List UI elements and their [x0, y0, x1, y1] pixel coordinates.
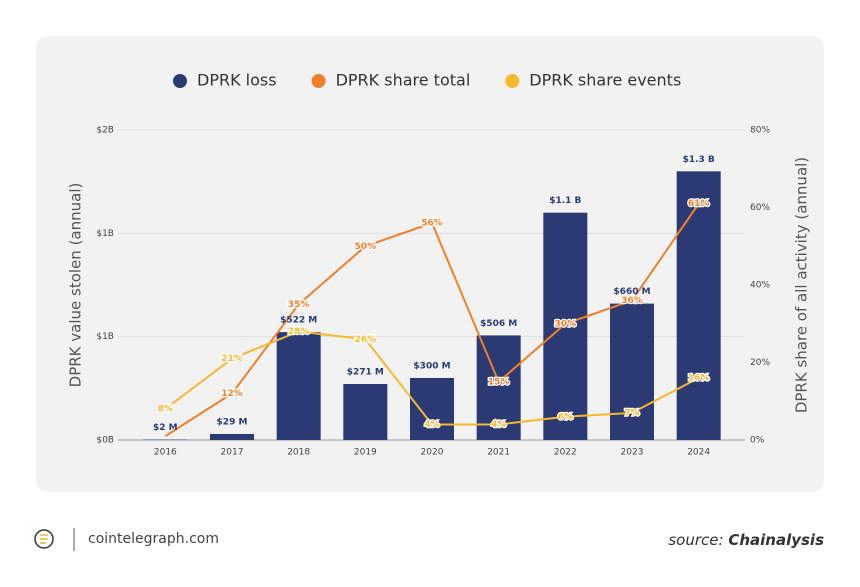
line-value-label: 26%: [355, 335, 377, 345]
source: source: Chainalysis: [668, 531, 824, 549]
bar-value-label: $2 M: [153, 423, 178, 433]
x-tick-label: 2023: [621, 448, 644, 458]
bar: [210, 434, 254, 440]
y-tick-label: $1B: [96, 229, 114, 239]
y2-axis-title: DPRK share of all activity (annual): [793, 157, 811, 413]
y2-tick-label: 80%: [750, 126, 770, 136]
y2-tick-label: 40%: [750, 281, 770, 291]
y-tick-label: $2B: [96, 126, 114, 136]
y-tick-label: $0B: [96, 436, 114, 446]
x-tick-label: 2021: [487, 448, 510, 458]
bar-value-label: $300 M: [413, 362, 450, 372]
line-value-label: 35%: [288, 300, 310, 310]
bar-value-label: $522 M: [280, 316, 317, 326]
legend-label: DPRK loss: [197, 71, 277, 90]
line-value-label: 8%: [158, 405, 173, 415]
legend-marker: [505, 74, 520, 88]
bar-value-label: $660 M: [613, 287, 650, 297]
bar: [276, 332, 321, 440]
x-tick-label: 2019: [354, 448, 377, 458]
bar-value-label: $271 M: [347, 367, 384, 377]
line-value-label: 50%: [355, 242, 377, 252]
line-value-label: 21%: [221, 354, 243, 364]
bar-value-label: $506 M: [480, 319, 517, 329]
line-value-label: 36%: [621, 296, 643, 306]
line-value-label: 6%: [558, 412, 573, 422]
source-prefix: source:: [668, 531, 723, 549]
x-tick-label: 2022: [554, 448, 577, 458]
line-value-label: 16%: [688, 374, 710, 384]
bar-value-label: $29 M: [217, 418, 248, 428]
y2-tick-label: 0%: [750, 436, 765, 446]
y2-tick-label: 60%: [750, 203, 770, 213]
x-tick-label: 2018: [287, 448, 310, 458]
site-name: cointelegraph.com: [88, 531, 219, 547]
line-value-label: 15%: [488, 377, 510, 387]
legend-label: DPRK share total: [336, 71, 471, 90]
legend-label: DPRK share events: [529, 71, 681, 90]
bar: [343, 383, 388, 440]
line: [164, 203, 700, 437]
bar: [676, 171, 721, 441]
bar-value-label: $1.3 B: [683, 155, 715, 165]
y-axis-title: DPRK value stolen (annual): [67, 183, 85, 388]
line-value-label: 7%: [624, 408, 639, 418]
x-tick-label: 2024: [687, 448, 710, 458]
legend-marker: [311, 74, 326, 88]
line-value-label: 12%: [221, 389, 243, 399]
bar-value-label: $1.1 B: [549, 196, 581, 206]
bar: [543, 212, 588, 440]
legend-marker: [173, 74, 187, 88]
line-value-label: 4%: [424, 420, 439, 430]
x-tick-label: 2017: [221, 448, 244, 458]
x-tick-label: 2016: [154, 448, 177, 458]
y2-tick-label: 20%: [750, 358, 770, 368]
line-value-label: 4%: [491, 420, 506, 430]
bar: [410, 378, 454, 440]
logo: [34, 528, 75, 551]
line-value-label: 61%: [688, 199, 710, 209]
line: [164, 330, 700, 426]
line-value-label: 56%: [421, 219, 443, 229]
line-value-label: 30%: [555, 319, 577, 329]
y-tick-label: $1B: [96, 332, 114, 342]
source-name: Chainalysis: [728, 531, 824, 549]
line-value-label: 28%: [288, 327, 310, 337]
bar: [610, 303, 654, 440]
x-tick-label: 2020: [421, 448, 444, 458]
